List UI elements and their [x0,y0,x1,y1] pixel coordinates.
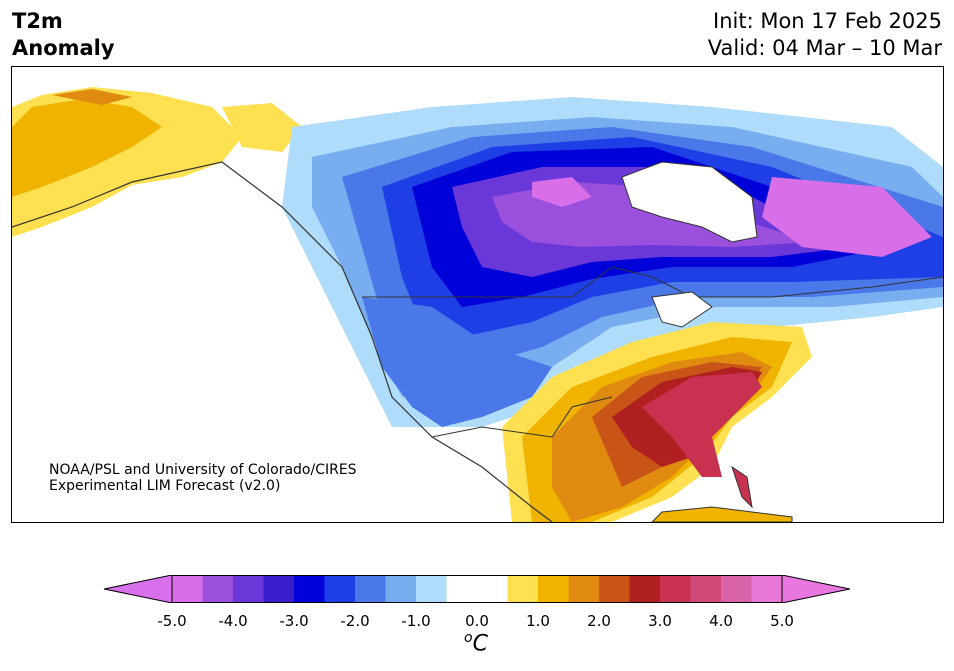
cuba [651,506,793,522]
title-line-1: T2m [12,9,63,33]
init-date: Init: Mon 17 Feb 2025 [713,9,942,33]
anomaly-map: NOAA/PSL and University of Colorado/CIRE… [11,66,944,523]
cold-8a [532,177,592,207]
map-canvas [12,67,943,522]
colorbar-swatch [690,575,722,603]
colorbar-swatch [568,575,600,603]
colorbar-tick-label: 5.0 [770,612,794,630]
us-canada-border [362,266,943,298]
valid-range: Valid: 04 Mar – 10 Mar [707,36,942,60]
colorbar-tick-label: -4.0 [218,612,248,630]
credit-block: NOAA/PSL and University of Colorado/CIRE… [49,462,357,494]
west-coastline [12,161,553,522]
hudson-bay-coast [621,161,758,243]
colorbar-tick-label: 1.0 [526,612,550,630]
colorbar-tick-label: -3.0 [279,612,309,630]
title-right: Init: Mon 17 Feb 2025 Valid: 04 Mar – 10… [708,8,942,62]
colorbar-swatch [233,575,264,603]
colorbar-swatch [385,575,417,603]
unit-label: C [472,631,488,657]
colorbar-swatch [172,575,203,603]
colorbar-swatch [355,575,386,603]
colorbar-tick-label: -5.0 [157,612,187,630]
colorbar-swatch [660,575,691,603]
colorbar-swatch [721,575,752,603]
colorbar-swatch [538,575,569,603]
unit-superscript: o [464,630,473,646]
colorbar-swatch [477,575,508,603]
colorbar-ticks: -5.0 -4.0 -3.0 -2.0 -1.0 0.0 1.0 2.0 3.0 4.0 5.0 [0,612,954,632]
hudson-bay [622,162,757,242]
colorbar-tick-label: -2.0 [340,612,370,630]
colorbar-tick-label: 4.0 [709,612,733,630]
colorbar-swatch [751,575,783,603]
warm-6 [642,372,762,477]
title-left: T2m Anomaly [12,8,115,62]
colorbar [104,575,850,603]
credit-line-1: NOAA/PSL and University of Colorado/CIRE… [49,462,357,478]
colorbar-tick-label: 2.0 [587,612,611,630]
colorbar-border [171,575,783,603]
alaska-warm-2 [12,99,162,197]
colorbar-over-arrow [781,575,850,603]
title-line-2: Anomaly [12,36,115,60]
colorbar-swatch [446,575,478,603]
colorbar-tick-label: 0.0 [465,612,489,630]
colorbar-unit: oC [464,630,488,656]
great-lakes [651,291,713,328]
cold-8b [762,177,932,257]
colorbar-tick-label: 3.0 [648,612,672,630]
colorbar-swatch [324,575,356,603]
colorbar-swatch [599,575,630,603]
alaska-warm-3 [52,89,132,105]
florida [731,465,753,509]
colorbar-swatch [507,575,539,603]
colorbar-swatch [629,575,661,603]
us-mexico-border [431,396,613,438]
west-us-cold [362,297,552,427]
credit-line-2: Experimental LIM Forecast (v2.0) [49,478,281,494]
colorbar-swatch [416,575,447,603]
colorbar-tick-label: -1.0 [401,612,431,630]
colorbar-swatch [294,575,325,603]
colorbar-swatch [263,575,295,603]
yukon-warm [222,103,302,152]
colorbar-swatch [202,575,234,603]
colorbar-under-arrow [104,575,173,603]
